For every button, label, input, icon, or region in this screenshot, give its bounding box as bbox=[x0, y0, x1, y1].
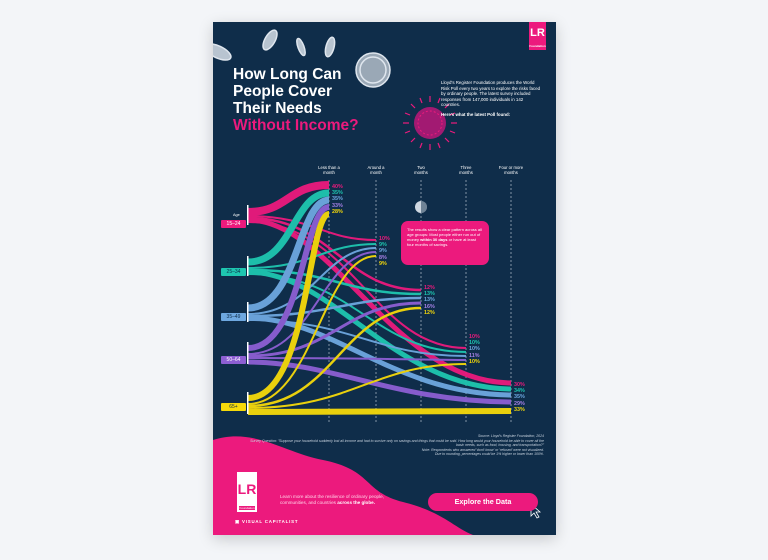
moon-coin-icon bbox=[415, 201, 427, 213]
column-header-around-month: Around a month bbox=[367, 165, 385, 175]
infographic-card: LR Foundation How Long Can People Cover T… bbox=[213, 22, 556, 535]
lr-foundation-footer-logo: LR Foundation bbox=[237, 472, 257, 512]
pct-label: 40% 35% 35% 33% 28% bbox=[332, 184, 343, 215]
column-header-two-months: Two months bbox=[414, 165, 428, 175]
lr-foundation-logo: LR Foundation bbox=[529, 22, 546, 50]
pct-label: 12% 13% 13% 16% 12% bbox=[424, 285, 435, 316]
pct-label: 10% 10% 10% 11% 10% bbox=[469, 334, 480, 365]
intro-text: Lloyd's Register Foundation produces the… bbox=[441, 80, 541, 117]
column-header-four-plus-months: Four or more months bbox=[498, 165, 524, 175]
vc-logo-icon: ▣ bbox=[235, 519, 242, 524]
sun-coin-icon bbox=[403, 96, 457, 150]
age-label-65-plus: 65+ bbox=[221, 403, 246, 411]
column-header-three-months: Three months bbox=[459, 165, 473, 175]
sankey-flows bbox=[247, 181, 512, 415]
age-label-50-64: 50–64 bbox=[221, 356, 246, 364]
age-label-35-49: 35–49 bbox=[221, 313, 246, 321]
age-label-25-34: 25–34 bbox=[221, 268, 246, 276]
age-source-bars bbox=[247, 205, 249, 414]
chart-artwork bbox=[213, 29, 542, 535]
column-header-less-than-month: Less than a month bbox=[318, 165, 340, 175]
visual-capitalist-brand: ▣ VISUAL CAPITALIST bbox=[235, 519, 299, 524]
source-footnote: Source: Lloyd's Register Foundation, 202… bbox=[250, 434, 544, 457]
insight-callout: The results show a clear pattern across … bbox=[401, 221, 489, 265]
footer-wave bbox=[213, 436, 473, 535]
pct-label: 10% 9% 9% 8% 9% bbox=[379, 236, 390, 267]
age-axis-label: Age bbox=[233, 213, 240, 217]
learn-more-text: Learn more about the resilience of ordin… bbox=[280, 494, 384, 505]
pct-label: 30% 34% 35% 29% 33% bbox=[514, 382, 525, 413]
explore-data-button[interactable]: Explore the Data bbox=[428, 493, 538, 511]
coin-icon bbox=[213, 29, 391, 88]
age-label-15-24: 15–24 bbox=[221, 220, 246, 228]
page-title: How Long Can People Cover Their Needs Wi… bbox=[233, 66, 359, 134]
